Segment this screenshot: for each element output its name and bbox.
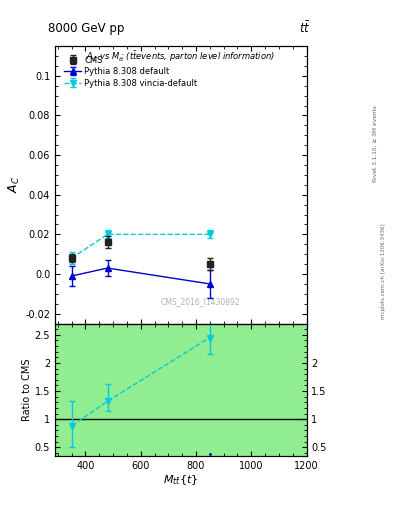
Y-axis label: Ratio to CMS: Ratio to CMS [22,358,32,421]
Y-axis label: $A_C$: $A_C$ [7,176,22,194]
Text: CMS_2016_I1430892: CMS_2016_I1430892 [161,297,241,306]
X-axis label: $M_{t\bar{t}}$$\{t\}$: $M_{t\bar{t}}$$\{t\}$ [163,473,198,487]
Text: mcplots.cern.ch [arXiv:1306.3436]: mcplots.cern.ch [arXiv:1306.3436] [381,224,386,319]
Legend: CMS, Pythia 8.308 default, Pythia 8.308 vincia-default: CMS, Pythia 8.308 default, Pythia 8.308 … [62,53,200,90]
Text: $A_C$ vs $M_{t\bar{t}}$ (t$\bar{t}$events, parton level information): $A_C$ vs $M_{t\bar{t}}$ (t$\bar{t}$event… [86,49,275,63]
Text: $t\bar{t}$: $t\bar{t}$ [299,20,310,36]
Text: 8000 GeV pp: 8000 GeV pp [48,22,125,35]
Text: Rivet 3.1.10, ≥ 3M events: Rivet 3.1.10, ≥ 3M events [373,105,378,182]
